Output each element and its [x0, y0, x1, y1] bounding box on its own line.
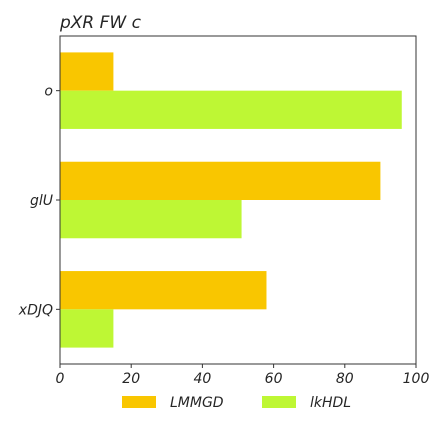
y-axis: o glU xDJQ	[18, 84, 60, 318]
x-tick-label: 20	[122, 371, 140, 387]
x-tick-label: 100	[403, 371, 430, 387]
x-tick-label: 80	[336, 371, 354, 387]
legend: LMMGD lkHDL	[122, 395, 351, 411]
x-tick-label: 0	[56, 371, 65, 387]
chart-title: pXR FW c	[59, 13, 142, 33]
x-axis: 0 20 40 60 80 100	[56, 364, 430, 387]
bar-LMMGD-o	[60, 52, 114, 91]
bar-LMMGD-glU	[60, 161, 381, 200]
bar-lkHDL-o	[60, 90, 402, 129]
legend-swatch-LMMGD	[122, 396, 156, 408]
legend-label-lkHDL: lkHDL	[310, 395, 351, 411]
bar-lkHDL-glU	[60, 200, 242, 239]
y-tick-label: glU	[30, 193, 53, 209]
bar-LMMGD-xDJQ	[60, 271, 267, 310]
x-tick-label: 40	[193, 371, 211, 387]
x-tick-label: 60	[265, 371, 283, 387]
bars-group	[60, 52, 402, 348]
legend-swatch-lkHDL	[262, 396, 296, 408]
bar-lkHDL-xDJQ	[60, 309, 114, 348]
y-tick-label: o	[44, 84, 53, 100]
legend-label-LMMGD: LMMGD	[170, 395, 224, 411]
y-tick-label: xDJQ	[18, 302, 53, 318]
